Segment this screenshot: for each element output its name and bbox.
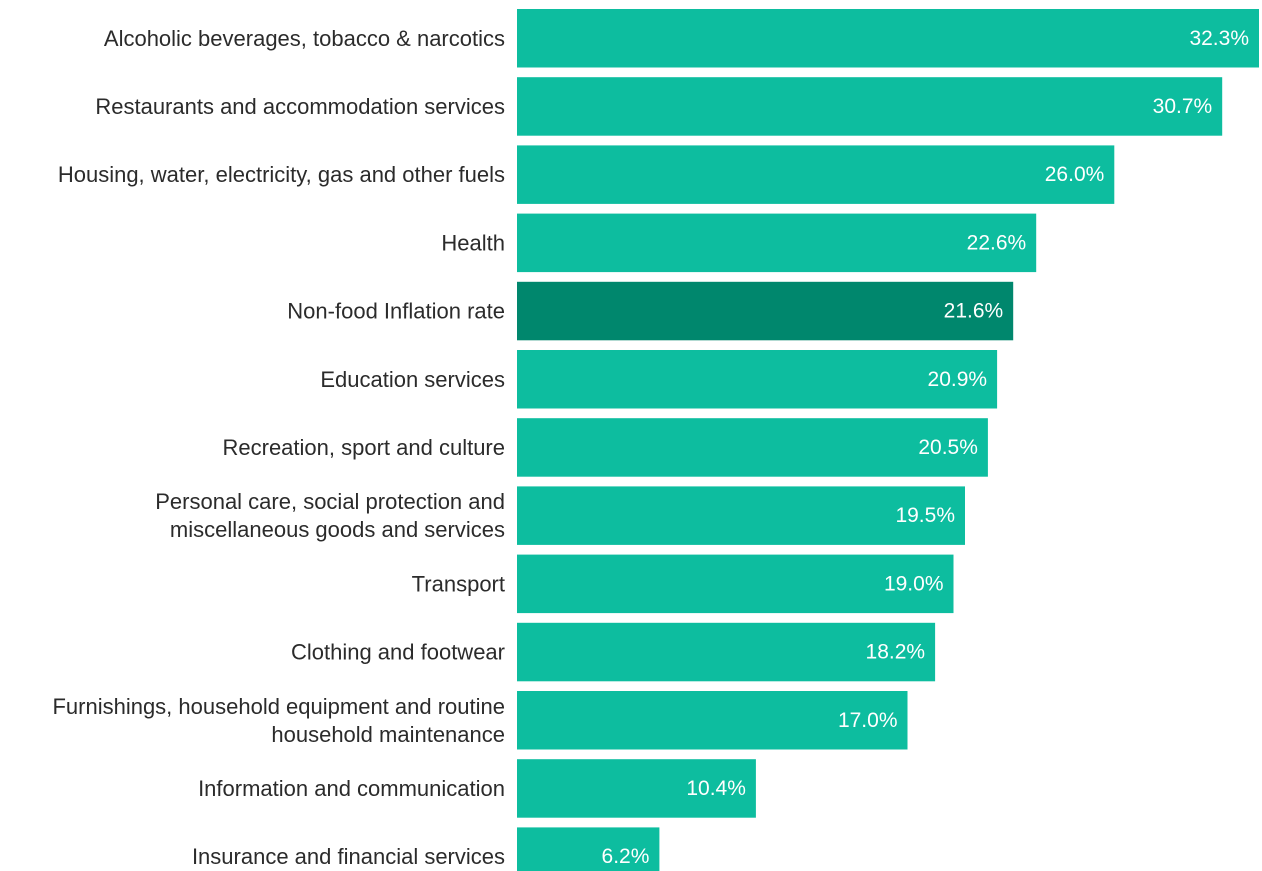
- value-label-1: 30.7%: [1153, 95, 1213, 118]
- category-label-line: Recreation, sport and culture: [223, 435, 506, 460]
- category-label-line: miscellaneous goods and services: [170, 517, 505, 542]
- category-label-7: Personal care, social protection and misc…: [155, 489, 505, 542]
- bar-9: [517, 622, 936, 682]
- category-label-8: Transport: [412, 571, 505, 596]
- bar-10: [517, 691, 908, 750]
- category-label-line: Alcoholic beverages, tobacco & narcotics: [104, 26, 505, 51]
- value-label-8: 19.0%: [884, 572, 944, 595]
- category-label-line: Restaurants and accommodation services: [95, 94, 505, 119]
- value-label-5: 20.9%: [928, 368, 988, 391]
- category-label-9: Clothing and footwear: [291, 640, 505, 665]
- category-label-line: Health: [441, 230, 505, 255]
- category-label-10: Furnishings, household equipment and rou…: [52, 694, 505, 747]
- bar-6: [517, 418, 988, 477]
- category-label-12: Insurance and financial services: [192, 844, 505, 869]
- bar-1: [517, 77, 1223, 136]
- bar-3: [517, 213, 1037, 273]
- value-label-7: 19.5%: [895, 504, 955, 527]
- value-label-10: 17.0%: [838, 709, 898, 732]
- category-label-line: household maintenance: [271, 722, 505, 747]
- category-label-line: Clothing and footwear: [291, 640, 505, 665]
- bar-11: [517, 759, 756, 818]
- category-label-4: Non-food Inflation rate: [287, 299, 505, 324]
- category-label-line: Insurance and financial services: [192, 844, 505, 869]
- value-label-3: 22.6%: [967, 231, 1027, 254]
- bar-8: [517, 554, 954, 614]
- value-label-0: 32.3%: [1189, 27, 1249, 50]
- value-label-12: 6.2%: [602, 845, 650, 868]
- bar-0: [517, 9, 1259, 68]
- bar-2: [517, 145, 1115, 204]
- category-label-6: Recreation, sport and culture: [223, 435, 506, 460]
- category-label-5: Education services: [320, 367, 505, 392]
- category-label-11: Information and communication: [198, 776, 505, 801]
- category-label-line: Housing, water, electricity, gas and oth…: [58, 162, 505, 187]
- value-label-4: 21.6%: [944, 300, 1004, 323]
- category-label-line: Personal care, social protection and: [155, 489, 505, 514]
- category-label-1: Restaurants and accommodation services: [95, 94, 505, 119]
- category-label-2: Housing, water, electricity, gas and oth…: [58, 162, 505, 187]
- category-label-line: Information and communication: [198, 776, 505, 801]
- bar-5: [517, 350, 998, 409]
- category-label-line: Transport: [412, 571, 505, 596]
- value-label-9: 18.2%: [866, 641, 926, 664]
- bar-4: [517, 281, 1014, 341]
- bar-12: [517, 827, 660, 871]
- value-label-11: 10.4%: [686, 777, 746, 800]
- category-label-3: Health: [441, 230, 505, 255]
- category-label-line: Furnishings, household equipment and rou…: [52, 694, 505, 719]
- value-label-6: 20.5%: [918, 436, 978, 459]
- category-label-line: Education services: [320, 367, 505, 392]
- value-label-2: 26.0%: [1045, 163, 1105, 186]
- category-label-0: Alcoholic beverages, tobacco & narcotics: [104, 26, 505, 51]
- bar-7: [517, 486, 965, 545]
- category-label-line: Non-food Inflation rate: [287, 299, 505, 324]
